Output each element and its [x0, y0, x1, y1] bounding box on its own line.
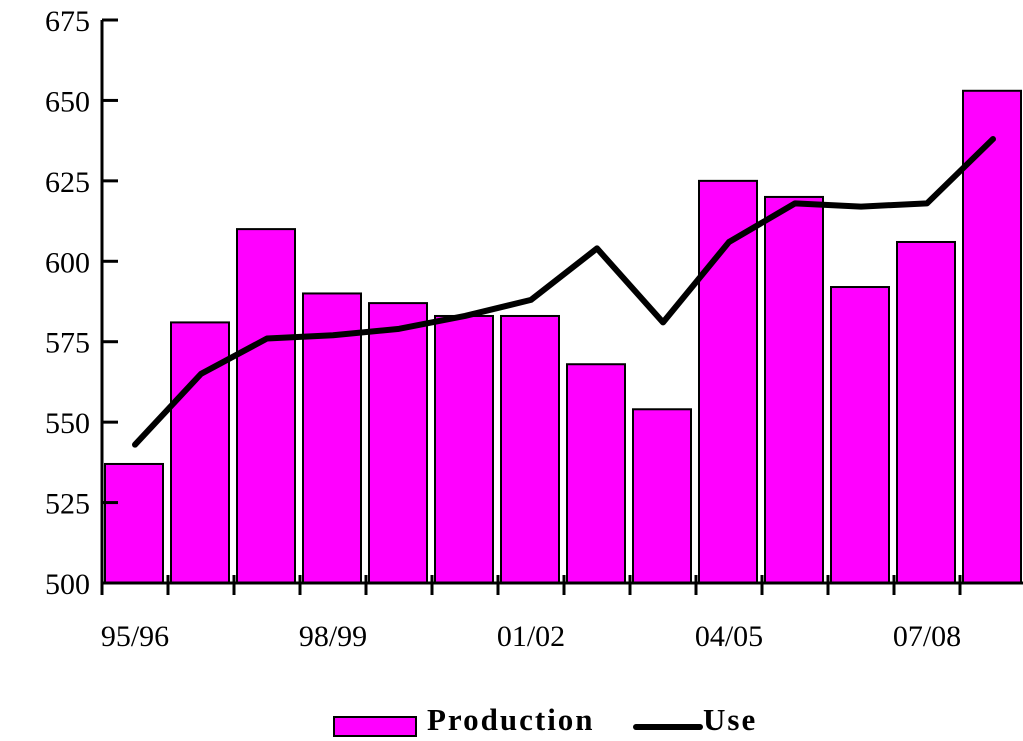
x-tick-label-07-08: 07/08 [893, 620, 961, 653]
y-tick-label-550: 550 [45, 407, 90, 440]
y-tick-label-500: 500 [45, 568, 90, 601]
production-bar-00/01 [434, 314, 494, 584]
production-use-chart: 500 525 550 575 600 625 650 675 95/96 98/99 01/02 0… [45, 5, 1023, 653]
production-bar-02/03 [566, 363, 626, 584]
production-bar-03/04 [632, 408, 692, 584]
y-tick-label-650: 650 [45, 85, 90, 118]
x-tick-label-04-05: 04/05 [695, 620, 763, 653]
x-tick-label-98-99: 98/99 [299, 620, 367, 653]
production-bar-07/08 [896, 240, 956, 585]
y-tick-label-575: 575 [45, 327, 90, 360]
use-line-series [132, 136, 996, 448]
production-bar-08/09 [962, 89, 1022, 585]
production-bar-95/96 [104, 462, 164, 585]
use-line [132, 136, 996, 448]
production-bar-01/02 [500, 314, 560, 584]
tick-labels: 500 525 550 575 600 625 650 675 95/96 98/99 01/02 0… [45, 5, 961, 653]
x-tick-label-95-96: 95/96 [101, 620, 169, 653]
production-bars [104, 89, 1022, 585]
y-tick-label-600: 600 [45, 246, 90, 279]
legend-production-swatch [333, 716, 417, 737]
axes [100, 18, 1023, 595]
legend-production-label: Production [427, 702, 595, 737]
x-tick-label-01-02: 01/02 [497, 620, 565, 653]
production-bar-05/06 [764, 195, 824, 584]
y-tick-label-525: 525 [45, 488, 90, 521]
y-tick-label-675: 675 [45, 5, 90, 38]
production-bar-06/07 [830, 286, 890, 584]
legend: Production Use [0, 700, 1023, 741]
production-bar-97/98 [236, 228, 296, 584]
legend-use-label: Use [703, 702, 758, 737]
legend-use-line [633, 724, 703, 730]
y-tick-label-625: 625 [45, 166, 90, 199]
production-bar-98/99 [302, 292, 362, 584]
production-bar-99/00 [368, 302, 428, 584]
